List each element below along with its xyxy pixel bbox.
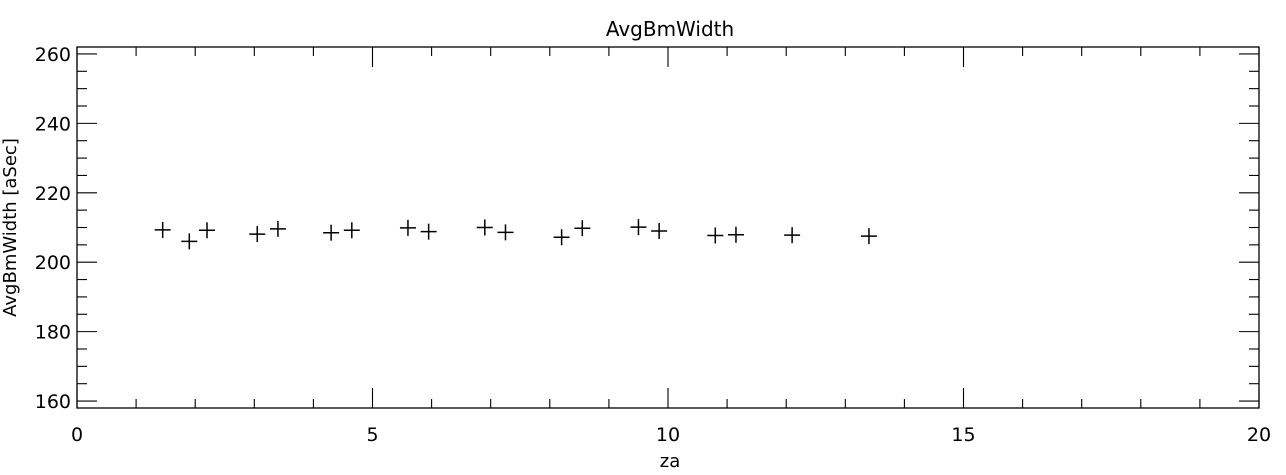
y-tick-label: 240 bbox=[35, 113, 71, 135]
y-tick-label: 200 bbox=[35, 252, 71, 274]
data-point bbox=[420, 223, 437, 240]
y-tick-label: 180 bbox=[35, 322, 71, 344]
x-tick-labels: 0 5 10 15 20 bbox=[71, 424, 1271, 446]
data-point bbox=[323, 224, 340, 241]
y-tick-labels: 160 180 200 220 240 260 bbox=[35, 44, 71, 413]
data-point bbox=[199, 222, 216, 239]
x-tick-label: 10 bbox=[656, 424, 680, 446]
axis-ticks bbox=[76, 47, 1260, 408]
data-point bbox=[154, 221, 171, 238]
data-point bbox=[727, 226, 744, 243]
data-point bbox=[476, 219, 493, 236]
x-tick-label: 15 bbox=[951, 424, 975, 446]
plot-area bbox=[76, 46, 1260, 409]
data-points bbox=[154, 219, 877, 250]
x-axis-label: za bbox=[660, 451, 680, 472]
data-point bbox=[651, 222, 668, 239]
data-point bbox=[249, 226, 266, 243]
data-point bbox=[181, 233, 198, 250]
data-point bbox=[707, 227, 724, 244]
data-point bbox=[553, 229, 570, 246]
data-point bbox=[497, 224, 514, 241]
data-point bbox=[574, 220, 591, 237]
y-tick-label: 260 bbox=[35, 44, 71, 66]
y-axis-label: AvgBmWidth [aSec] bbox=[0, 138, 21, 317]
data-point bbox=[269, 220, 286, 237]
data-point bbox=[343, 222, 360, 239]
data-point bbox=[630, 219, 647, 236]
chart-title: AvgBmWidth bbox=[606, 17, 734, 41]
x-tick-label: 0 bbox=[71, 424, 83, 446]
y-tick-label: 220 bbox=[35, 183, 71, 205]
x-tick-label: 5 bbox=[366, 424, 378, 446]
x-tick-label: 20 bbox=[1247, 424, 1271, 446]
data-point bbox=[784, 227, 801, 244]
data-point bbox=[860, 228, 877, 245]
data-point bbox=[399, 219, 416, 236]
y-tick-label: 160 bbox=[35, 391, 71, 413]
